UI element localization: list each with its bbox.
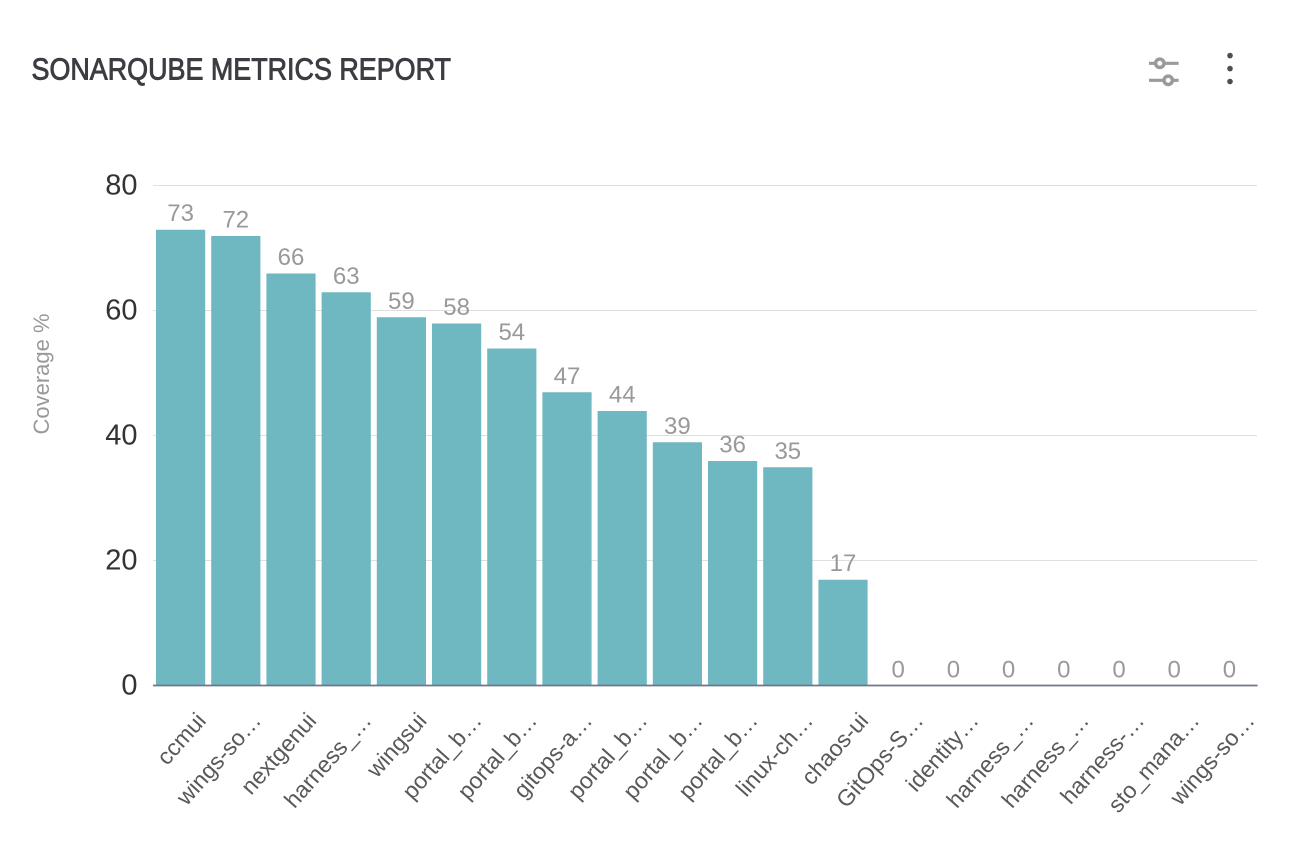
svg-text:47: 47 — [554, 363, 581, 390]
svg-text:44: 44 — [609, 382, 636, 409]
svg-text:Coverage %: Coverage % — [29, 313, 54, 434]
svg-text:39: 39 — [664, 413, 691, 440]
svg-text:0: 0 — [1112, 657, 1125, 684]
svg-text:36: 36 — [719, 432, 746, 459]
svg-text:SONARQUBE METRICS REPORT: SONARQUBE METRICS REPORT — [32, 53, 452, 87]
svg-text:80: 80 — [105, 170, 137, 202]
svg-text:0: 0 — [121, 670, 137, 702]
svg-text:0: 0 — [947, 657, 960, 684]
svg-text:72: 72 — [222, 207, 249, 234]
svg-text:0: 0 — [1057, 657, 1070, 684]
svg-text:66: 66 — [278, 244, 305, 271]
svg-text:17: 17 — [830, 550, 857, 577]
svg-text:59: 59 — [388, 288, 415, 315]
svg-text:60: 60 — [105, 295, 137, 327]
svg-text:0: 0 — [1168, 657, 1181, 684]
svg-text:0: 0 — [892, 657, 905, 684]
svg-text:40: 40 — [105, 420, 137, 452]
svg-text:20: 20 — [105, 545, 137, 577]
svg-text:0: 0 — [1223, 657, 1236, 684]
svg-text:35: 35 — [774, 438, 801, 465]
svg-text:63: 63 — [333, 263, 360, 290]
svg-text:54: 54 — [498, 319, 525, 346]
svg-text:58: 58 — [443, 294, 470, 321]
svg-text:73: 73 — [167, 200, 194, 227]
svg-text:0: 0 — [1002, 657, 1015, 684]
